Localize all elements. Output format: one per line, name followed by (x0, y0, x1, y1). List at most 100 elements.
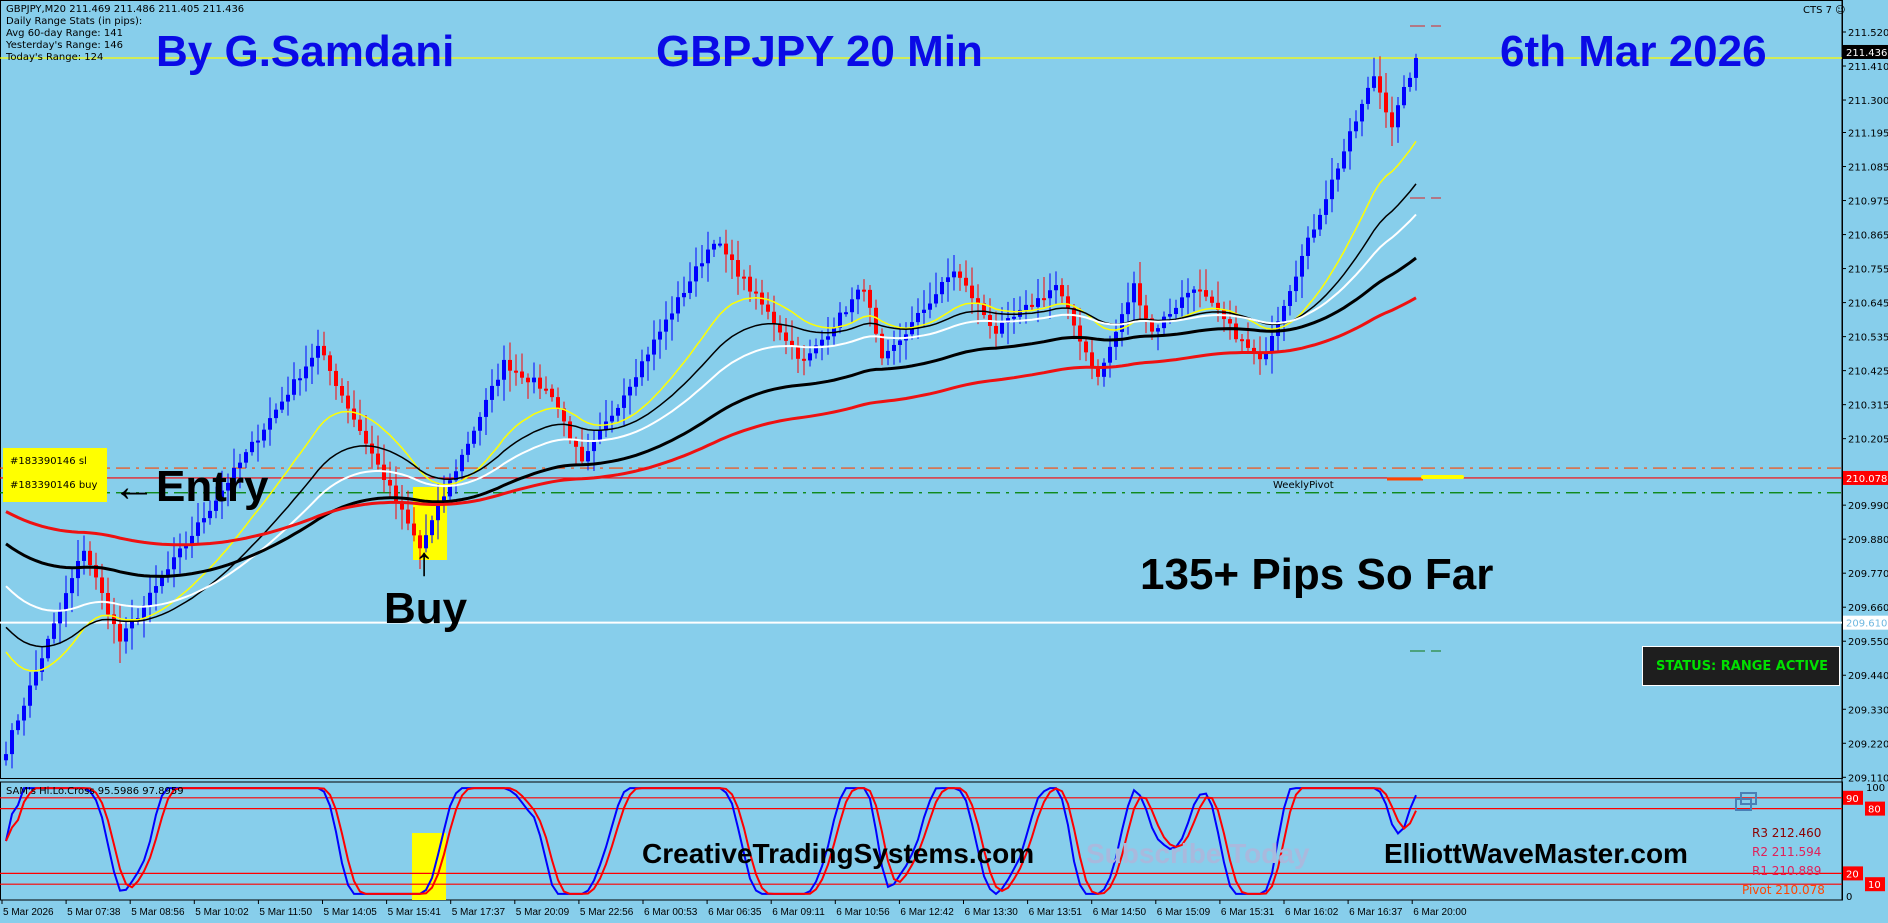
buy-arrow-icon: ↑ (414, 540, 434, 584)
x-tick-label: 6 Mar 12:42 (900, 907, 954, 918)
bull-candle (196, 522, 200, 536)
bear-candle (1060, 285, 1064, 297)
bull-candle (1282, 305, 1286, 322)
bull-candle (424, 535, 428, 549)
window-restore-icon[interactable] (1735, 792, 1757, 811)
price-tag-label: 211.436 (1846, 48, 1887, 59)
bear-candle (526, 377, 530, 383)
bull-candle (1036, 298, 1040, 307)
bull-candle (682, 292, 686, 298)
bull-candle (712, 243, 716, 250)
order-sl-label[interactable]: #183390146 sl (10, 456, 87, 467)
bull-candle (1288, 291, 1292, 306)
x-tick-label: 5 Mar 07:38 (67, 907, 121, 918)
bear-candle (118, 624, 122, 642)
bear-candle (1210, 296, 1214, 303)
bull-candle (82, 550, 86, 561)
bear-candle (970, 285, 974, 299)
bull-candle (586, 451, 590, 462)
x-tick-label: 5 Mar 08:56 (131, 907, 185, 918)
bull-candle (916, 312, 920, 323)
y-tick-label: 210.205 (1848, 435, 1888, 446)
bull-candle (838, 312, 842, 328)
bear-candle (1240, 339, 1244, 342)
bull-candle (718, 243, 722, 246)
oscillator-level-tag (1843, 866, 1863, 881)
bear-candle (358, 419, 362, 431)
bear-candle (1228, 319, 1232, 324)
bull-candle (286, 394, 290, 402)
status-text: STATUS: RANGE ACTIVE (1656, 659, 1829, 674)
bear-candle (418, 535, 422, 549)
bull-candle (52, 623, 56, 639)
bull-candle (592, 440, 596, 452)
range-stats-title: Daily Range Stats (in pips): (6, 16, 143, 27)
price-tag-label: 210.078 (1846, 474, 1887, 485)
x-tick-label: 5 Mar 11:50 (259, 907, 312, 918)
cts-label: CTS 7 ☺ (1803, 5, 1846, 16)
bull-candle (496, 379, 500, 386)
order-buy-label[interactable]: #183390146 buy (10, 480, 98, 491)
bull-candle (214, 500, 218, 511)
bull-candle (64, 593, 68, 610)
bull-candle (460, 454, 464, 472)
bear-candle (94, 565, 98, 578)
y-tick-label: 209.550 (1848, 637, 1888, 648)
price-tag-weekly-pivot (1843, 470, 1888, 485)
main-panel-border (0, 0, 1843, 779)
pips-annotation: 135+ Pips So Far (1140, 550, 1494, 599)
bull-candle (1000, 322, 1004, 334)
bear-candle (1030, 304, 1034, 307)
bull-candle (4, 754, 8, 761)
author-title: By G.Samdani (156, 27, 455, 76)
bull-candle (1270, 336, 1274, 353)
moving-average-line (5, 213, 1417, 612)
bull-candle (1360, 103, 1364, 122)
bear-candle (334, 370, 338, 387)
bear-candle (1252, 347, 1256, 354)
bull-candle (928, 303, 932, 310)
bull-candle (856, 289, 860, 300)
bull-candle (826, 336, 830, 340)
bull-candle (280, 401, 284, 410)
oscillator-title: SAM's Hi.Lo.Cross 95.5986 97.8959 (6, 786, 184, 797)
bull-candle (946, 277, 950, 282)
y-tick-label: 211.520 (1848, 28, 1888, 39)
bear-candle (802, 358, 806, 361)
x-tick-label: 6 Mar 06:35 (708, 907, 762, 918)
bull-candle (268, 418, 272, 430)
bull-candle (1312, 229, 1316, 238)
y-tick-label: 209.660 (1848, 603, 1888, 614)
bull-candle (1318, 214, 1322, 230)
bull-candle (1366, 87, 1370, 104)
bull-candle (1342, 151, 1346, 169)
bull-candle (310, 357, 314, 367)
bull-candle (70, 578, 74, 594)
bull-candle (292, 379, 296, 395)
bull-candle (1396, 105, 1400, 128)
price-tag-current (1843, 44, 1888, 59)
x-tick-label: 5 Mar 22:56 (580, 907, 634, 918)
bear-candle (406, 509, 410, 524)
bull-candle (28, 685, 32, 706)
bear-candle (1042, 298, 1046, 301)
bear-candle (394, 485, 398, 502)
bull-candle (1048, 290, 1052, 299)
bull-candle (1348, 131, 1352, 152)
oscillator-level-label: 10 (1868, 880, 1881, 891)
bull-candle (622, 395, 626, 408)
bull-candle (1402, 86, 1406, 106)
bull-candle (10, 730, 14, 755)
oscillator-level-label: 20 (1846, 869, 1859, 880)
bull-candle (454, 471, 458, 481)
bull-candle (1330, 179, 1334, 200)
bear-candle (1234, 323, 1238, 340)
bear-candle (1198, 289, 1202, 292)
bear-candle (778, 323, 782, 333)
bull-candle (820, 339, 824, 346)
bull-candle (142, 605, 146, 619)
bear-candle (880, 333, 884, 359)
bear-candle (1072, 307, 1076, 326)
bull-candle (1414, 57, 1418, 78)
